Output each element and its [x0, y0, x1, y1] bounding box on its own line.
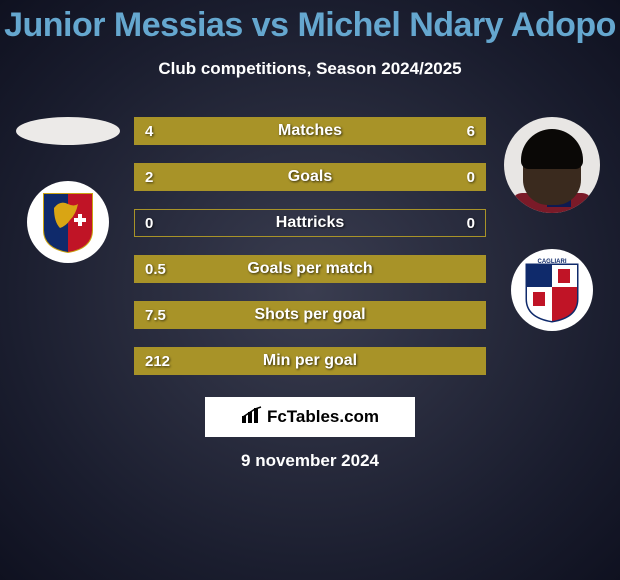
page-title: Junior Messias vs Michel Ndary Adopo: [0, 0, 620, 45]
svg-text:CAGLIARI: CAGLIARI: [538, 259, 567, 265]
right-side: CAGLIARI: [492, 117, 612, 375]
genoa-shield-icon: [40, 190, 96, 254]
stat-label: Goals: [288, 168, 332, 186]
stat-value-left: 212: [145, 353, 170, 370]
stat-row-min-per-goal: 212 Min per goal: [134, 347, 486, 375]
stat-value-left: 4: [145, 123, 153, 140]
club-right-badge: CAGLIARI: [511, 249, 593, 331]
subtitle: Club competitions, Season 2024/2025: [0, 59, 620, 79]
stat-value-left: 7.5: [145, 307, 166, 324]
bar-fill-left: [135, 118, 275, 144]
club-left-badge: [27, 181, 109, 263]
stat-row-matches: 4 Matches 6: [134, 117, 486, 145]
cagliari-shield-icon: CAGLIARI: [523, 257, 581, 323]
stat-value-right: 0: [467, 215, 475, 232]
player-right-face-icon: [519, 131, 585, 213]
stat-row-goals-per-match: 0.5 Goals per match: [134, 255, 486, 283]
comparison-panel: 4 Matches 6 2 Goals 0 0 Hattricks 0 0.5 Goals per …: [0, 117, 620, 375]
stat-label: Hattricks: [276, 214, 344, 232]
stat-label: Goals per match: [247, 260, 372, 278]
attribution-box: FcTables.com: [205, 397, 415, 437]
player-left-avatar: [16, 117, 120, 145]
stat-row-goals: 2 Goals 0: [134, 163, 486, 191]
stat-label: Min per goal: [263, 352, 357, 370]
left-side: [8, 117, 128, 375]
stat-value-right: 6: [467, 123, 475, 140]
date-label: 9 november 2024: [0, 451, 620, 471]
stat-row-shots-per-goal: 7.5 Shots per goal: [134, 301, 486, 329]
attribution-text: FcTables.com: [267, 407, 379, 427]
stat-row-hattricks: 0 Hattricks 0: [134, 209, 486, 237]
chart-icon: [241, 406, 263, 429]
player-right-avatar: [504, 117, 600, 213]
stat-label: Shots per goal: [254, 306, 365, 324]
stat-bars: 4 Matches 6 2 Goals 0 0 Hattricks 0 0.5 Goals per …: [128, 117, 492, 375]
stat-label: Matches: [278, 122, 342, 140]
stat-value-left: 0.5: [145, 261, 166, 278]
stat-value-left: 2: [145, 169, 153, 186]
stat-value-left: 0: [145, 215, 153, 232]
stat-value-right: 0: [467, 169, 475, 186]
